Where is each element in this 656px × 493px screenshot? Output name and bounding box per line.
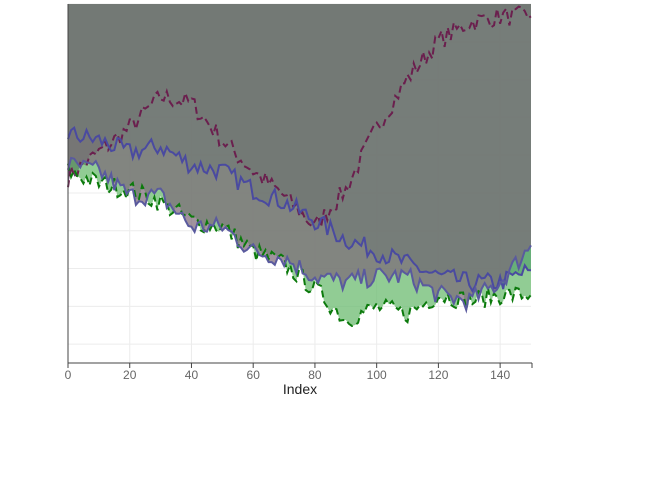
series-2-line xyxy=(67,163,532,328)
area-series-group xyxy=(68,4,531,326)
series-0-line xyxy=(67,5,532,228)
x-tick-label-2: 40 xyxy=(185,368,199,382)
x-tick-label-5: 100 xyxy=(367,368,387,382)
x-tick-label-3: 60 xyxy=(247,368,261,382)
x-tick-label-4: 80 xyxy=(308,368,322,382)
series-3-line xyxy=(67,156,532,314)
x-axis: 0 20 40 60 80 100 120 140 xyxy=(65,4,533,382)
x-tick-label-0: 0 xyxy=(65,368,72,382)
series-3-area xyxy=(68,4,531,310)
x-tick-label-1: 20 xyxy=(123,368,137,382)
line-series-group xyxy=(67,5,532,328)
series-1-line xyxy=(67,126,532,293)
x-tick-label-7: 140 xyxy=(490,368,510,382)
x-axis-label: Index xyxy=(283,381,317,397)
x-tick-label-6: 120 xyxy=(428,368,448,382)
